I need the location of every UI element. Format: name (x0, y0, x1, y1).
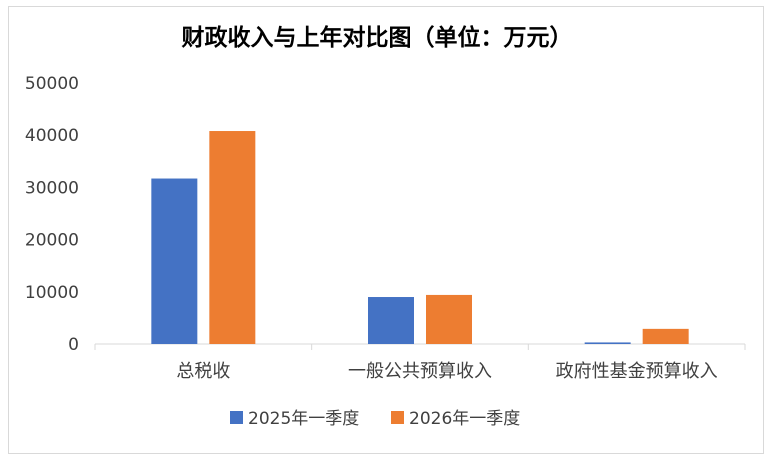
y-tick-label: 10000 (25, 283, 79, 303)
legend-label: 2025年一季度 (248, 409, 359, 429)
bar-series2-2 (426, 294, 472, 344)
y-tick-label: 0 (68, 335, 79, 355)
legend-swatch (230, 411, 243, 424)
bar-series1-3 (584, 342, 631, 344)
y-tick-label: 30000 (25, 178, 79, 198)
x-tick-label: 总税收 (176, 361, 230, 382)
x-tick-label: 一般公共预算收入 (348, 361, 492, 382)
legend-label: 2026年一季度 (409, 409, 520, 429)
bar-series2-1 (209, 131, 256, 344)
x-tick-label: 政府性基金预算收入 (556, 361, 718, 382)
legend-swatch (391, 411, 404, 424)
bar-series2-3 (642, 328, 689, 344)
bar-series1-2 (368, 297, 414, 344)
legend: 2025年一季度 2026年一季度 (230, 409, 520, 429)
y-tick-label: 40000 (25, 126, 79, 146)
chart-title: 财政收入与上年对比图（单位：万元） (182, 24, 573, 51)
y-tick-label: 20000 (25, 231, 79, 251)
y-axis: 0 10000 20000 30000 40000 50000 (25, 74, 79, 355)
x-axis-ticks (94, 344, 746, 350)
bars (151, 131, 689, 344)
x-axis: 总税收 一般公共预算收入 政府性基金预算收入 (176, 361, 717, 382)
chart-frame (8, 6, 764, 454)
y-tick-label: 50000 (25, 74, 79, 94)
bar-series1-1 (151, 178, 198, 344)
